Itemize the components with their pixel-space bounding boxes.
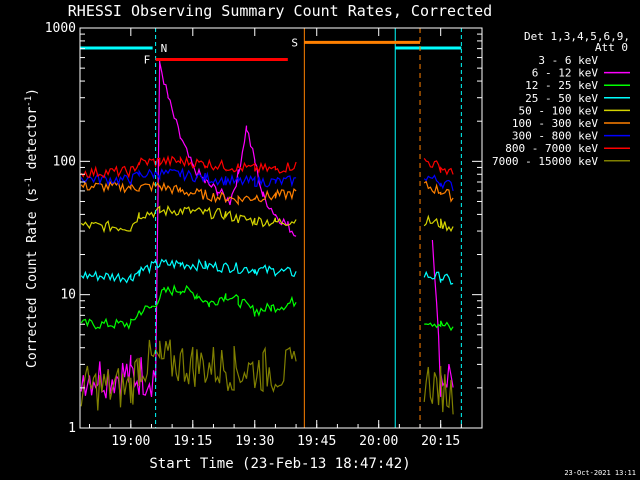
legend-label: 3 - 6 keV bbox=[538, 54, 598, 67]
y-axis: 1 10 100 1000 bbox=[45, 21, 482, 436]
series-line bbox=[80, 58, 297, 399]
series-line bbox=[423, 214, 454, 233]
legend-label: 300 - 800 keV bbox=[512, 130, 598, 143]
series-line bbox=[423, 180, 454, 203]
legend-label: 7000 - 15000 keV bbox=[492, 155, 598, 168]
series-line bbox=[423, 174, 454, 192]
series-6-12keV bbox=[80, 58, 454, 399]
series-25-50keV bbox=[80, 258, 454, 285]
legend-label: 800 - 7000 keV bbox=[505, 142, 598, 155]
legend-label: 6 - 12 keV bbox=[532, 67, 599, 80]
night-label: N bbox=[161, 42, 168, 55]
x-tick-label: 20:00 bbox=[359, 434, 398, 449]
series-line bbox=[80, 339, 297, 411]
flare-label: F bbox=[144, 54, 151, 67]
series-100-300keV bbox=[80, 179, 454, 206]
series-12-25keV bbox=[80, 283, 454, 332]
series-line bbox=[423, 365, 454, 415]
series-line bbox=[80, 179, 297, 206]
series-line bbox=[80, 204, 297, 234]
series-800-7000keV bbox=[80, 154, 454, 179]
legend-header-line-2: Att 0 bbox=[595, 41, 628, 54]
legend-label: 25 - 50 keV bbox=[525, 92, 598, 105]
series-line bbox=[424, 320, 454, 332]
y-tick-label: 1000 bbox=[45, 21, 76, 36]
series-line bbox=[431, 239, 454, 397]
legend-label: 100 - 300 keV bbox=[512, 117, 598, 130]
x-axis-label: Start Time (23-Feb-13 18:47:42) bbox=[149, 456, 410, 472]
legend-label: 50 - 100 keV bbox=[519, 104, 599, 117]
x-tick-label: 19:00 bbox=[111, 434, 150, 449]
series-line bbox=[423, 270, 454, 285]
legend-header-line-1: Det 1,3,4,5,6,9, bbox=[524, 30, 630, 43]
series-line bbox=[423, 158, 454, 176]
chart-marks bbox=[80, 49, 454, 415]
y-axis-label: Corrected Count Rate (s-1 detector-1) bbox=[24, 88, 40, 368]
series-line bbox=[80, 258, 297, 284]
saa-label: S bbox=[291, 36, 298, 49]
x-tick-label: 19:15 bbox=[173, 434, 212, 449]
y-tick-label: 10 bbox=[60, 288, 76, 303]
timestamp: 23-Oct-2021 13:11 bbox=[564, 469, 636, 477]
x-tick-label: 19:30 bbox=[235, 434, 274, 449]
y-tick-label: 100 bbox=[53, 154, 76, 169]
series-line bbox=[80, 49, 297, 401]
y-tick-label: 1 bbox=[68, 421, 76, 436]
plot-frame bbox=[79, 27, 483, 429]
series-7000-15000keV bbox=[80, 339, 454, 415]
series-line bbox=[80, 283, 297, 330]
series-3-6keV bbox=[80, 49, 297, 401]
x-tick-label: 20:15 bbox=[421, 434, 460, 449]
series-300-800keV bbox=[80, 167, 454, 192]
series-line bbox=[80, 167, 297, 188]
series-50-100keV bbox=[80, 204, 454, 234]
chart-title: RHESSI Observing Summary Count Rates, Co… bbox=[68, 2, 492, 20]
x-tick-label: 19:45 bbox=[297, 434, 336, 449]
x-axis: 19:00 19:15 19:30 19:45 20:00 20:15 bbox=[89, 28, 483, 449]
series-line bbox=[80, 154, 297, 179]
chart-annotations: NF S bbox=[80, 28, 462, 428]
legend-label: 12 - 25 keV bbox=[525, 79, 598, 92]
